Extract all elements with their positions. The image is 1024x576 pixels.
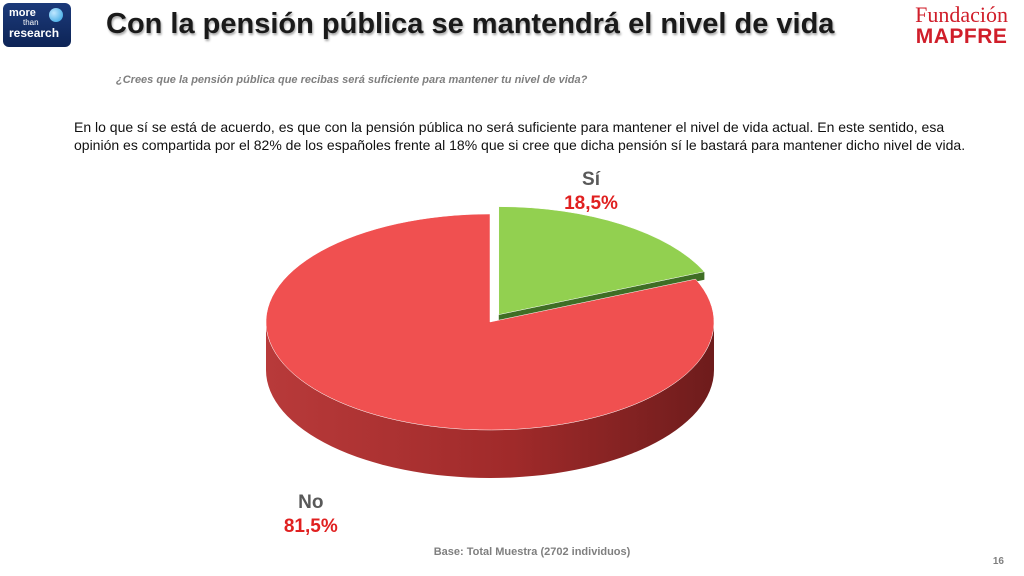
pie-slice-side-no	[266, 322, 714, 478]
slice-value-no: 81,5%	[284, 516, 338, 537]
pie-slice-no	[265, 213, 715, 431]
sample-base-note: Base: Total Muestra (2702 individuos)	[433, 546, 631, 558]
page-title: Con la pensión pública se mantendrá el n…	[106, 8, 835, 40]
logo-line-than: than	[23, 18, 39, 27]
logo-line-research: research	[9, 26, 60, 40]
fundacion-mapfre-logo: Fundación MAPFRE	[915, 4, 1008, 48]
slice-label-no: No	[298, 492, 323, 513]
logo-fundacion-text: Fundación	[915, 2, 1008, 27]
slice-value-si: 18,5%	[564, 193, 618, 214]
logo-mapfre-text: MAPFRE	[915, 25, 1008, 48]
more-than-research-logo: more than research	[3, 3, 71, 47]
logo-globe-icon	[49, 8, 63, 22]
page-number: 16	[992, 556, 1004, 567]
body-paragraph: En lo que sí se está de acuerdo, es que …	[74, 119, 966, 153]
survey-question: ¿Crees que la pensión pública que reciba…	[116, 74, 588, 86]
slice-label-si: Sí	[582, 169, 601, 190]
logo-line-more: more	[9, 7, 36, 19]
pie-slice-si	[498, 206, 705, 315]
